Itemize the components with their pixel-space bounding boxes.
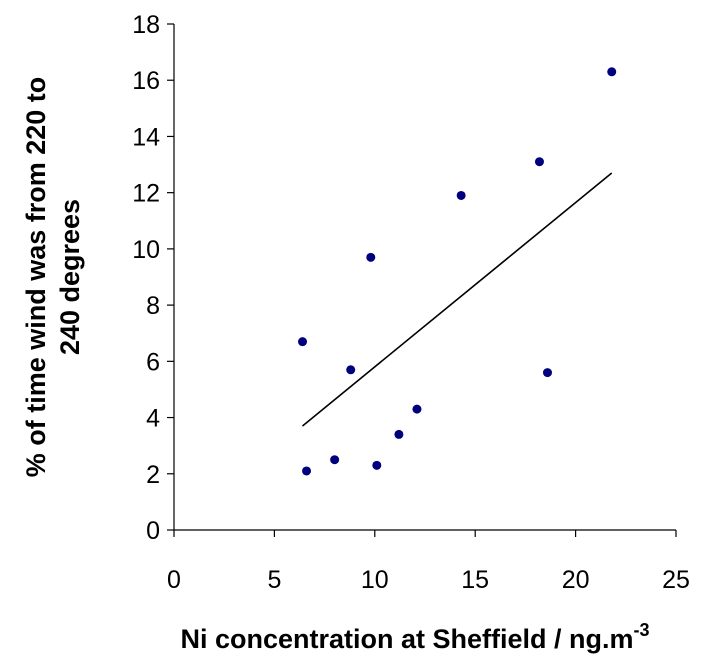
- data-point: [302, 466, 312, 476]
- y-tick-label: 14: [132, 123, 160, 151]
- data-point: [542, 368, 552, 378]
- data-point: [607, 67, 617, 77]
- y-tick-label: 18: [132, 11, 160, 39]
- data-point: [330, 455, 340, 465]
- data-point: [346, 365, 356, 375]
- y-tick-label: 12: [132, 180, 160, 208]
- y-axis-title: % of time wind was from 220 to 240 degre…: [21, 77, 85, 478]
- x-tick-label: 20: [562, 566, 590, 594]
- plot-area: [173, 24, 676, 531]
- y-tick-label: 8: [146, 292, 160, 320]
- y-tick-label: 10: [132, 236, 160, 264]
- data-points: [298, 67, 617, 476]
- data-point: [366, 252, 376, 262]
- x-axis-ticks: 0 5 10 15 20 25: [167, 530, 690, 594]
- y-tick-label: 0: [146, 517, 160, 545]
- x-tick-label: 10: [361, 566, 389, 594]
- y-tick-label: 2: [146, 461, 160, 489]
- x-tick-label: 25: [662, 566, 690, 594]
- trendline-layer: [302, 172, 613, 427]
- y-tick-label: 6: [146, 348, 160, 376]
- x-tick-label: 15: [461, 566, 489, 594]
- data-point: [534, 157, 544, 167]
- data-point: [298, 337, 308, 347]
- x-axis-title-superscript: -3: [634, 620, 650, 640]
- x-tick-label: 0: [167, 566, 181, 594]
- y-axis-title-line2: 240 degrees: [55, 199, 85, 355]
- trendline: [302, 172, 613, 427]
- data-point: [394, 429, 404, 439]
- data-point: [372, 460, 382, 470]
- data-point: [456, 190, 466, 200]
- y-tick-label: 4: [146, 405, 160, 433]
- x-tick-label: 5: [267, 566, 281, 594]
- y-axis-ticks: 0 2 4 6 8 10 12 14 16 18: [132, 11, 174, 545]
- y-tick-label: 16: [132, 67, 160, 95]
- y-axis-title-line1: % of time wind was from 220 to: [21, 77, 51, 478]
- data-point: [412, 404, 422, 414]
- x-axis-title: Ni concentration at Sheffield / ng.m-3: [180, 620, 649, 654]
